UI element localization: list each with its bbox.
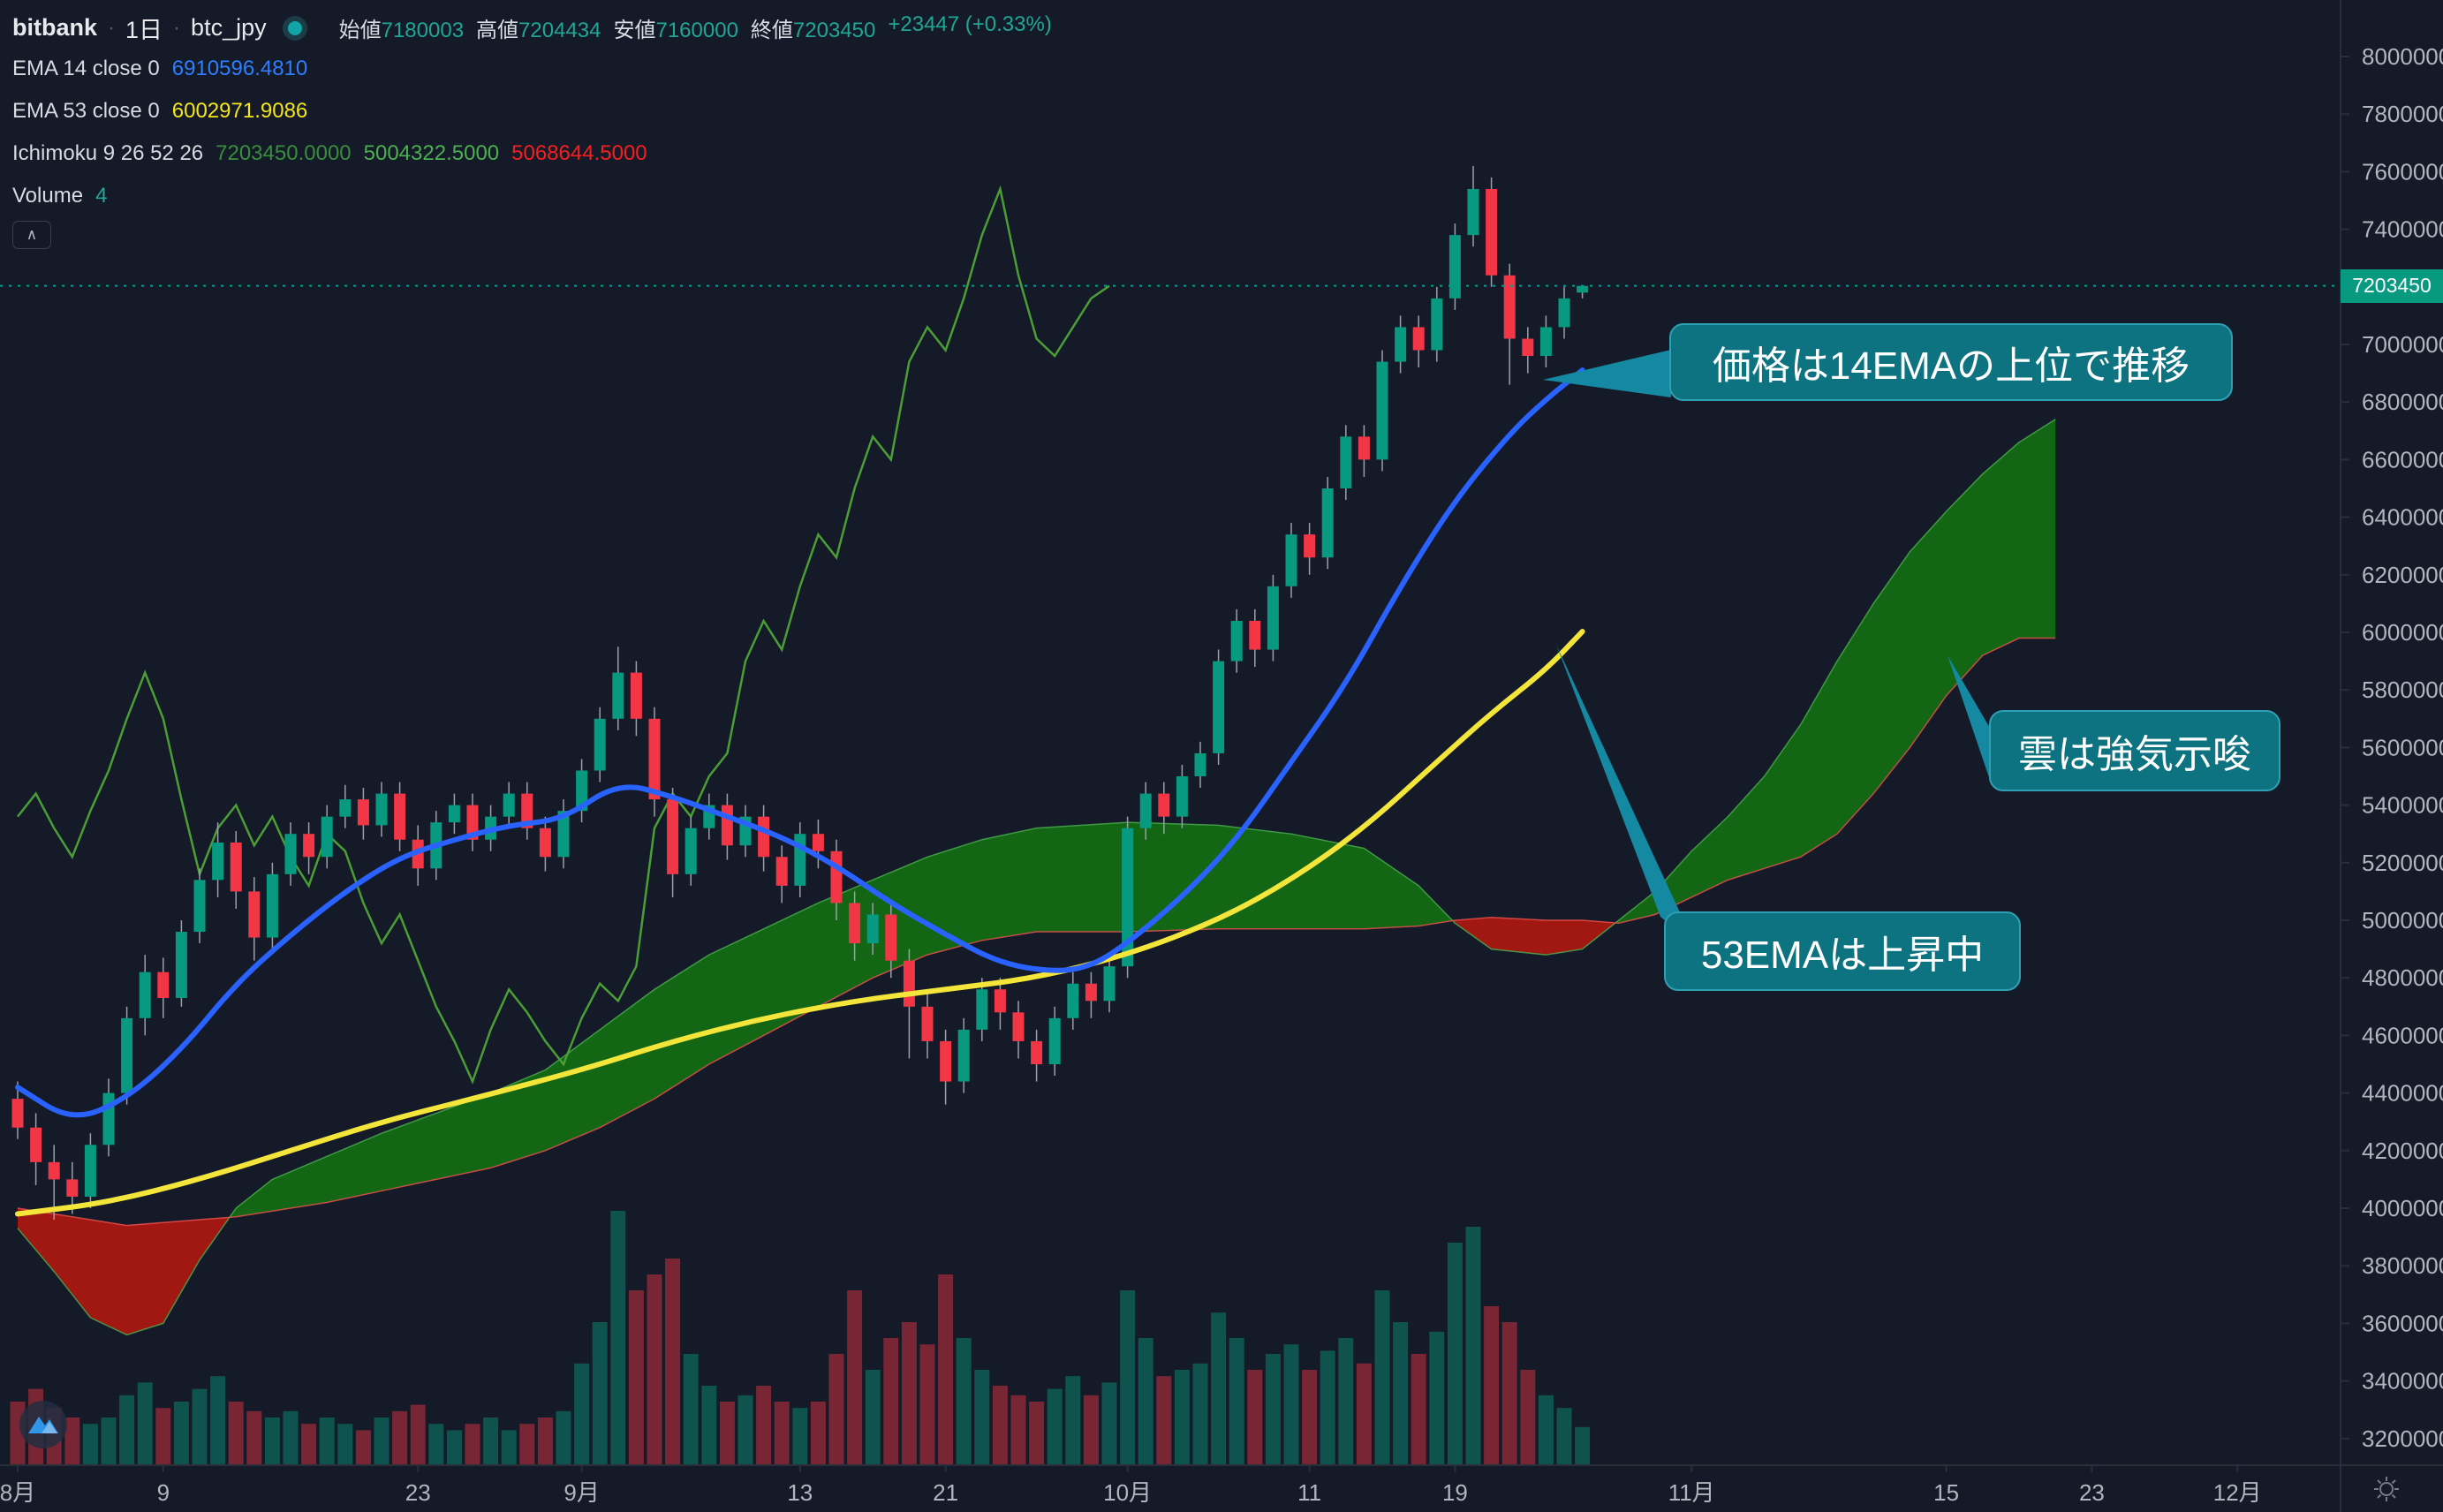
ichimoku-cloud [17, 419, 2056, 1336]
legend-collapse-button[interactable]: ∧ [12, 221, 51, 249]
volume-bars [10, 1211, 1591, 1465]
svg-text:6800000: 6800000 [2362, 389, 2443, 415]
ema14-label: EMA 14 close 0 [12, 57, 160, 80]
svg-text:7600000: 7600000 [2362, 158, 2443, 185]
svg-text:9: 9 [157, 1479, 170, 1506]
volume-value: 4 [95, 184, 108, 208]
close-value: 7203450 [792, 19, 876, 42]
open-label: 始値 [338, 19, 382, 42]
svg-text:3600000: 3600000 [2362, 1310, 2443, 1336]
svg-text:4800000: 4800000 [2362, 964, 2443, 991]
market-status-icon [287, 20, 302, 35]
annotation-text: 価格は14EMAの上位で推移 [1712, 344, 2190, 388]
svg-text:7400000: 7400000 [2362, 216, 2443, 243]
ichimoku-senkou-b-value: 5068644.5000 [511, 141, 647, 165]
open-value: 7180003 [381, 19, 465, 42]
svg-text:5200000: 5200000 [2362, 850, 2443, 876]
ema53-line [15, 629, 1585, 1217]
high-label: 高値 [476, 19, 519, 42]
symbol-name[interactable]: bitbank [12, 14, 98, 41]
low-value: 7160000 [655, 19, 738, 42]
svg-text:9月: 9月 [563, 1479, 599, 1506]
svg-text:8月: 8月 [0, 1479, 35, 1506]
svg-text:7000000: 7000000 [2362, 331, 2443, 358]
annotation-text: 雲は強気示唆 [2018, 733, 2251, 776]
svg-text:11月: 11月 [1668, 1479, 1715, 1506]
svg-text:23: 23 [405, 1479, 431, 1506]
svg-text:4000000: 4000000 [2362, 1195, 2443, 1221]
svg-text:3400000: 3400000 [2362, 1368, 2443, 1395]
ema14-line [15, 367, 1585, 1118]
interval-selector[interactable]: 1日 [125, 17, 163, 43]
svg-text:12月: 12月 [2213, 1479, 2262, 1506]
svg-text:23: 23 [2079, 1479, 2105, 1506]
svg-text:3200000: 3200000 [2362, 1425, 2443, 1452]
ema53-value: 6002971.9086 [171, 99, 308, 123]
svg-text:6400000: 6400000 [2362, 504, 2443, 531]
indicator-row-ichimoku[interactable]: Ichimoku 9 26 52 26 7203450.0000 5004322… [12, 141, 647, 166]
annotation-bullish-cloud[interactable]: 雲は強気示唆 [1989, 710, 2280, 791]
indicator-row-ema14[interactable]: EMA 14 close 0 6910596.4810 [12, 57, 307, 81]
svg-text:3800000: 3800000 [2362, 1252, 2443, 1279]
ohlc-readout: 始値7180003 高値7204434 安値7160000 終値7203450 … [339, 12, 1052, 43]
symbol-row[interactable]: bitbank · 1日 · btc_jpy 始値7180003 高値72044… [12, 11, 1052, 45]
change-value: +23447 (+0.33%) [888, 12, 1052, 36]
ichimoku-lagging-value: 7203450.0000 [216, 141, 352, 165]
svg-text:5800000: 5800000 [2362, 677, 2443, 703]
svg-text:5600000: 5600000 [2362, 734, 2443, 760]
svg-text:13: 13 [787, 1479, 813, 1506]
close-label: 終値 [750, 19, 793, 42]
indicator-row-ema53[interactable]: EMA 53 close 0 6002971.9086 [12, 99, 307, 124]
annotation-tails [1543, 350, 1991, 947]
volume-label: Volume [12, 184, 84, 208]
ichimoku-label: Ichimoku 9 26 52 26 [12, 141, 204, 165]
annotation-price-above-ema14[interactable]: 価格は14EMAの上位で推移 [1669, 323, 2233, 401]
annotation-ema53-rising[interactable]: 53EMAは上昇中 [1664, 911, 2021, 991]
time-axis[interactable]: 8月 9 23 9月 13 21 10月 11 19 11月 15 23 12月 [0, 1464, 2443, 1506]
svg-text:7800000: 7800000 [2362, 101, 2443, 127]
last-price-tag: 7203450 [2341, 268, 2443, 303]
ema14-value: 6910596.4810 [171, 57, 308, 80]
annotation-text: 53EMAは上昇中 [1700, 934, 1985, 977]
svg-text:6000000: 6000000 [2362, 619, 2443, 646]
svg-text:19: 19 [1442, 1479, 1468, 1506]
svg-text:21: 21 [933, 1479, 958, 1506]
separator-dot: · [173, 15, 181, 40]
svg-text:8000000: 8000000 [2362, 43, 2443, 70]
separator-dot: · [108, 15, 116, 40]
pair-name[interactable]: btc_jpy [191, 14, 267, 41]
ichimoku-senkou-a-value: 5004322.5000 [363, 141, 500, 165]
low-label: 安値 [613, 19, 656, 42]
svg-text:4600000: 4600000 [2362, 1022, 2443, 1048]
svg-text:6600000: 6600000 [2362, 446, 2443, 472]
svg-text:6200000: 6200000 [2362, 562, 2443, 588]
svg-text:4400000: 4400000 [2362, 1080, 2443, 1107]
price-axis[interactable]: 8000000 7800000 7600000 7400000 7000000 68000… [2340, 0, 2443, 1512]
svg-text:5400000: 5400000 [2362, 792, 2443, 819]
candles [11, 165, 1589, 1221]
high-value: 7204434 [518, 19, 601, 42]
svg-text:15: 15 [1933, 1479, 1959, 1506]
svg-text:11: 11 [1297, 1479, 1321, 1506]
chevron-up-icon: ∧ [26, 226, 38, 243]
indicator-row-volume[interactable]: Volume 4 [12, 184, 107, 208]
svg-text:10月: 10月 [1103, 1479, 1152, 1506]
svg-text:4200000: 4200000 [2362, 1138, 2443, 1164]
svg-text:5000000: 5000000 [2362, 907, 2443, 934]
ema53-label: EMA 53 close 0 [12, 99, 160, 123]
